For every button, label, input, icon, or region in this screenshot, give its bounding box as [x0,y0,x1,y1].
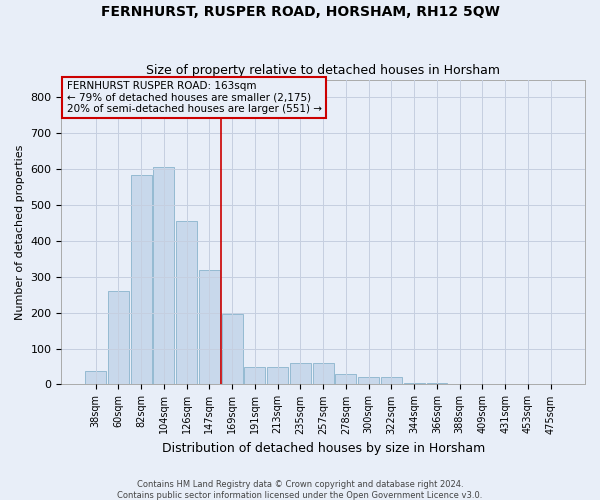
Bar [427,382,448,384]
Bar [404,382,425,384]
Text: FERNHURST RUSPER ROAD: 163sqm
← 79% of detached houses are smaller (2,175)
20% o: FERNHURST RUSPER ROAD: 163sqm ← 79% of d… [67,81,322,114]
Bar [335,374,356,384]
Bar [131,174,152,384]
Bar [244,366,265,384]
Bar [358,378,379,384]
Bar [85,371,106,384]
Bar [267,366,288,384]
Bar [313,363,334,384]
Bar [222,314,242,384]
Bar [199,270,220,384]
Text: Contains HM Land Registry data © Crown copyright and database right 2024.
Contai: Contains HM Land Registry data © Crown c… [118,480,482,500]
Bar [290,363,311,384]
Bar [108,291,129,384]
X-axis label: Distribution of detached houses by size in Horsham: Distribution of detached houses by size … [161,442,485,455]
Bar [154,168,175,384]
Bar [176,221,197,384]
Title: Size of property relative to detached houses in Horsham: Size of property relative to detached ho… [146,64,500,77]
Text: FERNHURST, RUSPER ROAD, HORSHAM, RH12 5QW: FERNHURST, RUSPER ROAD, HORSHAM, RH12 5Q… [101,5,499,19]
Bar [381,378,402,384]
Y-axis label: Number of detached properties: Number of detached properties [15,144,25,320]
